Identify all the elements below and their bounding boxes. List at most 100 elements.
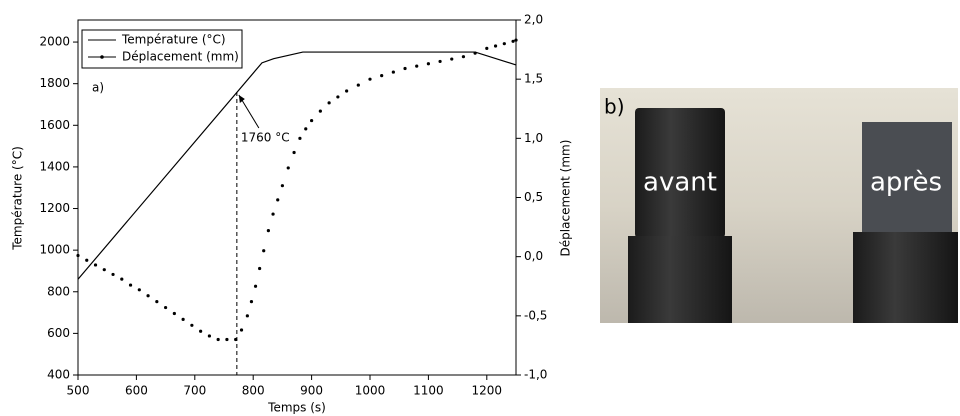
data-point (266, 229, 270, 233)
data-point (292, 150, 296, 155)
data-point (249, 300, 254, 304)
y-axis-label: Température (°C) (11, 146, 25, 251)
data-point (502, 42, 506, 46)
data-point (155, 300, 159, 304)
data-point (137, 288, 141, 292)
data-point (76, 253, 80, 258)
y-tick-label: 1000 (39, 243, 70, 257)
y-tick-label: 1200 (39, 201, 70, 215)
data-point (356, 83, 360, 87)
y2-tick-label: 2,0 (524, 13, 543, 27)
data-point (304, 127, 308, 131)
annotation-text: 1760 °C (241, 130, 290, 144)
data-point (85, 258, 89, 262)
data-point (514, 38, 518, 42)
data-point (336, 95, 340, 99)
data-point (450, 57, 454, 61)
x-tick-label: 1200 (472, 384, 503, 398)
y-tick-label: 600 (47, 326, 70, 340)
data-point (258, 266, 262, 271)
photo-text: après (870, 168, 942, 198)
data-point (310, 118, 314, 123)
data-point (485, 46, 489, 51)
data-point (298, 136, 302, 140)
data-point (199, 329, 203, 333)
plot-frame (77, 19, 517, 376)
sample-before-base (628, 236, 732, 323)
data-point (271, 212, 275, 216)
data-point (120, 277, 124, 281)
data-point (391, 70, 395, 74)
x-tick-label: 1100 (413, 384, 444, 398)
y-tick-label: 400 (47, 368, 70, 382)
data-point (327, 101, 331, 105)
y2-tick-label: -0,5 (524, 308, 547, 322)
y-tick-label: 800 (47, 284, 70, 298)
y2-tick-label: 0,5 (524, 190, 543, 204)
data-point (461, 55, 466, 59)
y2-tick-label: 0,0 (524, 249, 543, 263)
x-tick-label: 900 (300, 384, 323, 398)
legend-label: Température (°C) (121, 33, 226, 47)
data-point (164, 305, 168, 310)
data-point (146, 294, 150, 298)
data-point (102, 268, 106, 272)
data-point (473, 51, 477, 55)
data-point (181, 317, 185, 321)
data-point (262, 249, 266, 253)
panel-label: a) (92, 81, 104, 95)
x-axis-label: Temps (s) (267, 401, 326, 415)
y-tick-label: 1600 (39, 118, 70, 132)
data-point (234, 337, 238, 342)
data-point (172, 311, 176, 316)
data-point (380, 74, 384, 78)
x-tick-label: 1000 (355, 384, 386, 398)
legend-label: Déplacement (mm) (122, 50, 239, 64)
data-point (280, 184, 284, 188)
x-tick-label: 700 (183, 384, 206, 398)
data-point (93, 263, 98, 267)
data-point (111, 272, 115, 277)
sample-after (862, 122, 952, 232)
data-point (415, 64, 419, 68)
panel-label: b) (604, 95, 625, 119)
data-point (426, 62, 430, 66)
data-point (276, 198, 280, 202)
data-point (239, 328, 244, 332)
data-point (403, 66, 407, 71)
photo-text: avant (643, 168, 717, 198)
y2-tick-label: 1,5 (524, 72, 543, 86)
x-tick-label: 600 (125, 384, 148, 398)
y2-tick-label: -1,0 (524, 368, 547, 382)
data-point (216, 337, 220, 342)
data-point (128, 283, 133, 287)
data-point (190, 323, 194, 327)
photo: b) avant après (600, 88, 958, 323)
annotation-arrowhead (238, 94, 245, 103)
data-point (438, 59, 442, 64)
sample-after-base (853, 232, 958, 323)
x-tick-label: 800 (242, 384, 265, 398)
data-line (77, 51, 517, 280)
y-tick-label: 1400 (39, 159, 70, 173)
data-point (511, 39, 515, 43)
y2-axis-label: Déplacement (mm) (559, 140, 573, 257)
data-point (253, 284, 258, 288)
y2-tick-label: 1,0 (524, 131, 543, 145)
legend-marker (100, 55, 104, 59)
data-point (225, 337, 229, 342)
y-tick-label: 2000 (39, 35, 70, 49)
data-point (345, 89, 349, 93)
data-point (245, 314, 249, 318)
data-point (368, 77, 372, 81)
y-tick-label: 1800 (39, 76, 70, 90)
data-point (286, 166, 290, 170)
legend-box (81, 29, 243, 69)
data-point (318, 109, 322, 113)
data-point (207, 334, 211, 338)
sample-before (635, 108, 725, 238)
data-point (493, 44, 498, 48)
x-tick-label: 500 (67, 384, 90, 398)
